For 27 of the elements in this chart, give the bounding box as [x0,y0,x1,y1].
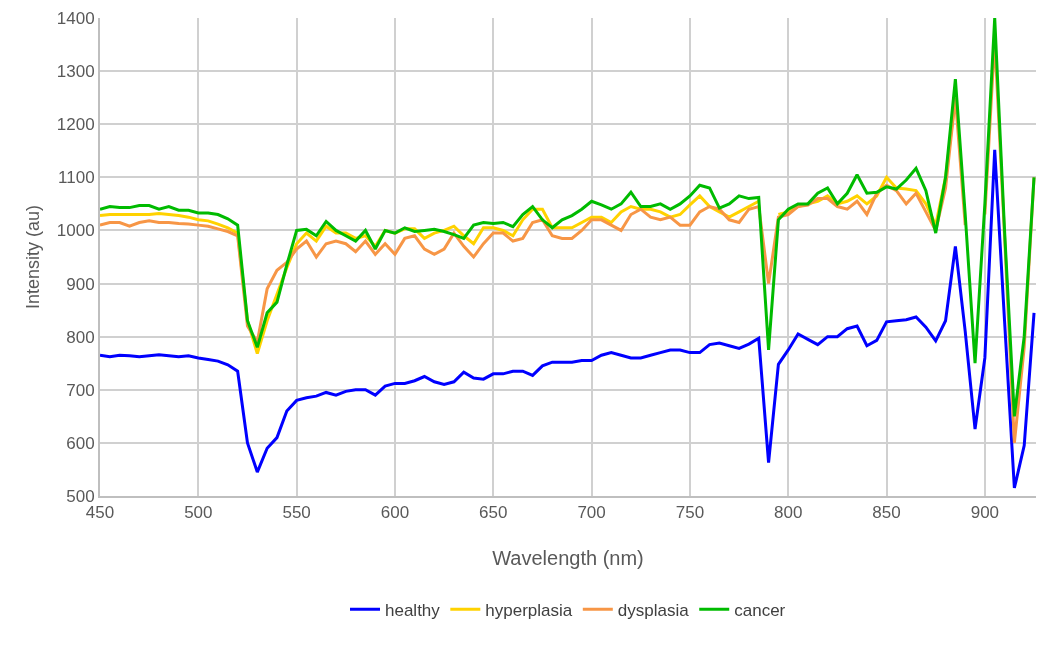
x-tick-label: 650 [479,503,508,523]
x-tick-label: 850 [872,503,901,523]
y-tick-label: 900 [66,274,95,294]
x-tick-label: 550 [282,503,311,523]
y-tick-label: 700 [66,380,95,400]
legend-label: healthy [385,600,441,620]
line-series [100,148,1036,490]
y-tick-label: 1200 [56,115,95,135]
x-tick-label: 600 [380,503,410,523]
y-axis-title: Intensity (au) [23,204,44,310]
y-tick-label: 1400 [56,8,95,28]
x-tick-label: 750 [675,503,705,523]
x-axis-title: Wavelength (nm) [492,547,644,570]
y-tick-label: 800 [66,327,95,347]
x-tick-label: 450 [85,503,115,523]
x-tick-label: 800 [774,503,803,523]
legend-label: cancer [734,600,786,620]
x-tick-label: 900 [970,503,1000,523]
legend-label: dysplasia [617,600,690,620]
legend-label: hyperplasia [485,600,573,620]
y-tick-label: 1300 [56,62,95,82]
x-tick-label: 700 [577,503,606,523]
y-tick-label: 1100 [58,168,95,188]
y-tick-label: 600 [66,433,95,453]
x-tick-label: 500 [184,503,213,523]
y-tick-label: 1000 [56,221,95,241]
y-tick-label: 500 [66,486,95,506]
